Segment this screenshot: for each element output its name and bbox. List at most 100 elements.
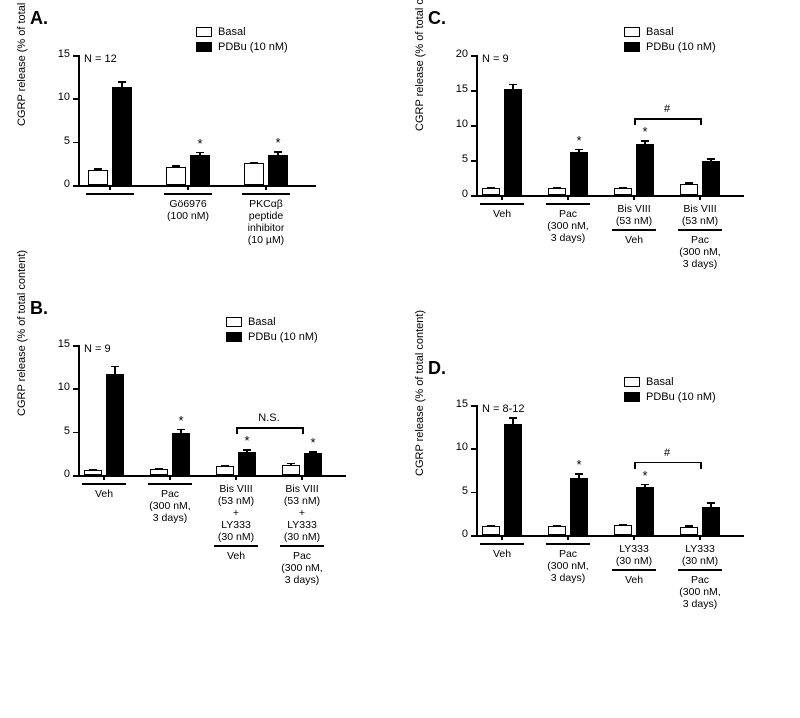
- group-label: Pac: [136, 488, 204, 500]
- pretreatment-label: +: [206, 507, 266, 519]
- legend-swatch-pdbu: [226, 332, 242, 342]
- bar-basal: [548, 526, 566, 535]
- y-tick-label: 10: [446, 441, 468, 453]
- pretreatment-label: (53 nM): [604, 215, 664, 227]
- x-tick: [633, 195, 635, 200]
- bar-basal: [614, 188, 632, 195]
- x-tick: [103, 475, 105, 480]
- group-underline: [480, 203, 524, 205]
- pretreatment-label: (30 nM): [272, 531, 332, 543]
- errorbar-cap: [309, 451, 317, 453]
- group-label: Veh: [202, 550, 270, 562]
- legend-swatch-pdbu: [196, 42, 212, 52]
- bar-pdbu: [268, 155, 288, 185]
- pretreatment-label: LY333: [670, 543, 730, 555]
- errorbar-cap: [94, 168, 102, 170]
- y-tick-label: 10: [446, 118, 468, 130]
- group-label: (100 nM): [154, 210, 222, 222]
- bar-basal: [614, 525, 632, 535]
- bar-basal: [150, 469, 168, 475]
- group-label: Veh: [600, 234, 668, 246]
- y-tick-label: 10: [48, 381, 70, 393]
- bar-basal: [216, 466, 234, 475]
- errorbar-cap: [118, 81, 126, 83]
- pretreatment-label: (53 nM): [670, 215, 730, 227]
- bar-basal: [88, 170, 108, 185]
- x-tick: [567, 535, 569, 540]
- legend-label-pdbu: PDBu (10 nM): [248, 331, 318, 343]
- y-tick-label: 5: [446, 485, 468, 497]
- group-label: Pac: [534, 208, 602, 220]
- group-underline: [82, 483, 126, 485]
- x-tick: [501, 195, 503, 200]
- significance-marker: *: [308, 435, 318, 450]
- y-tick-label: 20: [446, 48, 468, 60]
- y-tick-label: 0: [48, 178, 70, 190]
- x-tick: [109, 185, 111, 190]
- group-underline: [678, 569, 722, 571]
- y-tick: [73, 185, 78, 187]
- y-tick: [471, 492, 476, 494]
- comparison-bracket: [700, 118, 702, 125]
- y-tick: [471, 448, 476, 450]
- legend-label-basal: Basal: [248, 316, 276, 328]
- errorbar-cap: [685, 182, 693, 184]
- bar-pdbu: [504, 424, 522, 535]
- legend-swatch-pdbu: [624, 42, 640, 52]
- comparison-bracket: [236, 427, 238, 434]
- errorbar-cap: [250, 162, 258, 164]
- group-label: Veh: [468, 548, 536, 560]
- pretreatment-label: Bis VIII: [272, 483, 332, 495]
- bar-basal: [482, 526, 500, 535]
- errorbar-cap: [509, 84, 517, 86]
- group-underline: [546, 203, 590, 205]
- significance-marker: *: [242, 433, 252, 448]
- x-axis: [78, 475, 346, 477]
- y-tick: [73, 345, 78, 347]
- y-tick-label: 15: [48, 338, 70, 350]
- y-axis-label: CGRP release (% of total content): [414, 464, 426, 476]
- bar-pdbu: [702, 161, 720, 195]
- group-label: 3 days): [666, 258, 734, 270]
- legend-label-pdbu: PDBu (10 nM): [218, 41, 288, 53]
- bar-pdbu: [570, 152, 588, 195]
- y-tick: [73, 475, 78, 477]
- y-tick-label: 5: [446, 153, 468, 165]
- errorbar-cap: [89, 469, 97, 471]
- group-underline: [480, 543, 524, 545]
- group-label: inhibitor: [232, 222, 300, 234]
- bar-basal: [680, 527, 698, 535]
- y-axis: [78, 55, 80, 185]
- group-underline: [678, 229, 722, 231]
- errorbar-cap: [274, 151, 282, 153]
- bar-basal: [166, 167, 186, 185]
- pretreatment-label: (30 nM): [670, 555, 730, 567]
- y-axis: [476, 55, 478, 195]
- bar-basal: [482, 188, 500, 195]
- x-tick: [567, 195, 569, 200]
- y-tick-label: 15: [446, 398, 468, 410]
- comparison-label: #: [647, 103, 687, 115]
- bar-pdbu: [304, 453, 322, 475]
- group-label: (300 nM,: [136, 500, 204, 512]
- y-tick-label: 5: [48, 425, 70, 437]
- legend-swatch-pdbu: [624, 392, 640, 402]
- panel-letter-B: B.: [30, 298, 48, 319]
- y-tick: [73, 55, 78, 57]
- bar-pdbu: [172, 433, 190, 475]
- bar-basal: [548, 188, 566, 195]
- bar-basal: [84, 470, 102, 475]
- y-tick-label: 15: [446, 83, 468, 95]
- errorbar-cap: [155, 468, 163, 470]
- errorbar-cap: [509, 417, 517, 419]
- errorbar-cap: [619, 524, 627, 526]
- legend-label-basal: Basal: [218, 26, 246, 38]
- x-tick: [235, 475, 237, 480]
- significance-marker: *: [195, 136, 205, 151]
- y-tick: [471, 90, 476, 92]
- legend-label-basal: Basal: [646, 376, 674, 388]
- group-label: Pac: [534, 548, 602, 560]
- bar-pdbu: [190, 155, 210, 185]
- comparison-bracket: [302, 427, 304, 434]
- errorbar-cap: [177, 429, 185, 431]
